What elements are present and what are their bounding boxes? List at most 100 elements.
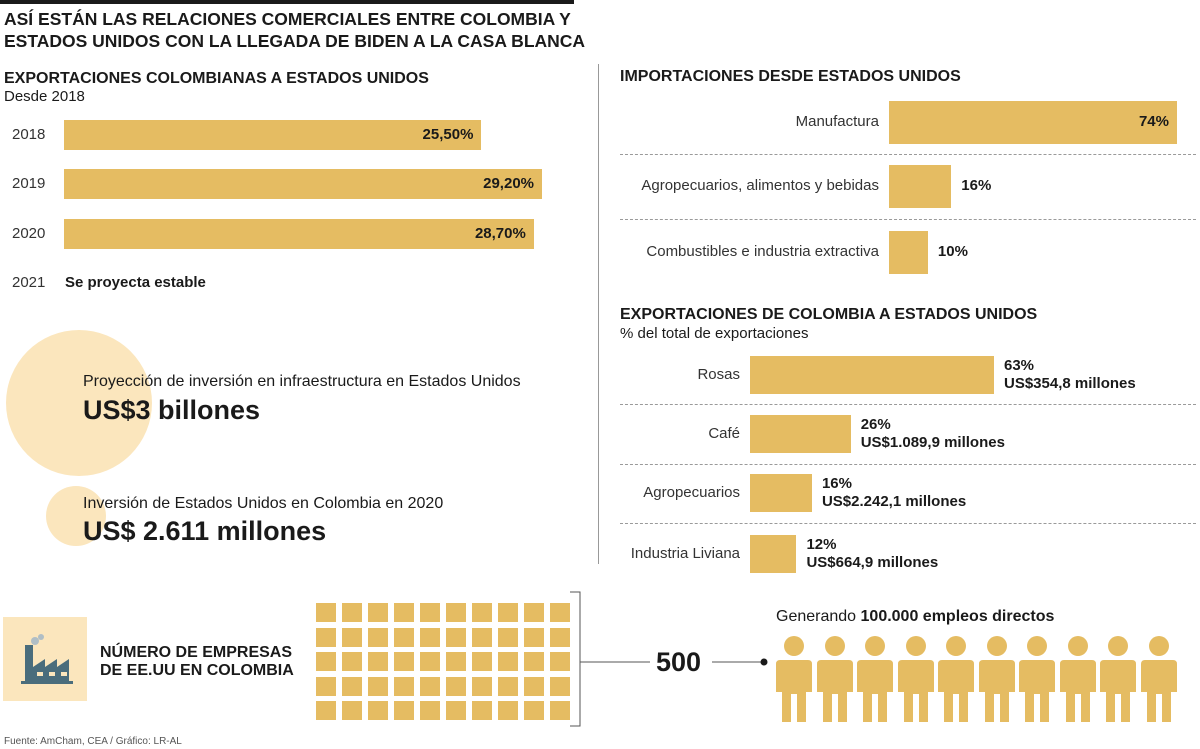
export-category-label: Café [708,425,740,442]
company-square [394,701,414,720]
company-square [472,676,492,696]
top-rule [0,0,574,4]
person-icon [897,636,934,722]
factory-icon [21,634,73,684]
company-square [316,627,336,647]
factory-icon-box [3,617,87,701]
export-category-label: Agropecuarios [643,484,740,501]
person-icon [1059,636,1096,722]
exports-product-title: EXPORTACIONES DE COLOMBIA A ESTADOS UNID… [620,306,1038,323]
export-category-label: Industria Liviana [630,545,740,562]
company-square [498,676,518,696]
export-bar [750,535,797,573]
company-square [550,701,570,720]
company-square [420,701,440,720]
row-divider [620,523,1196,524]
export-percent: 16% [821,475,852,492]
company-square [420,603,440,622]
row-divider [620,464,1196,465]
company-square [524,676,544,696]
person-icon [1019,636,1055,722]
company-square [420,652,440,671]
jobs-prefix: Generando [776,608,861,625]
company-square [316,701,336,720]
company-square [368,701,388,720]
company-square [524,652,544,671]
company-square [550,652,570,671]
person-icon [816,636,853,722]
company-square [446,676,466,696]
import-value: 10% [937,243,968,260]
company-square [446,652,466,671]
row-divider [620,219,1196,220]
export-percent: 63% [1004,357,1035,374]
year-label: 2020 [12,225,46,242]
source-footer: Fuente: AmCham, CEA / Gráfico: LR-AL [4,736,182,747]
year-label: 2021 [12,274,46,291]
companies-label-line2: DE EE.UU EN COLOMBIA [100,662,294,679]
bar-2020 [64,219,534,249]
company-square [342,652,362,671]
person-icon [938,636,974,722]
company-square [420,627,440,647]
company-square [316,652,336,671]
export-amount: US$664,9 millones [806,554,939,571]
company-square [472,627,492,647]
company-square [498,603,518,622]
year-label: 2018 [12,126,46,143]
company-square [498,701,518,720]
company-square [446,627,466,647]
company-square [524,603,544,622]
companies-label-line1: NÚMERO DE EMPRESAS [100,644,293,661]
row-divider [620,154,1196,155]
people-row [772,636,1192,726]
company-square [342,627,362,647]
export-percent: 26% [860,416,891,433]
company-square [550,603,570,622]
export-amount: US$354,8 millones [1004,375,1136,392]
colombia-investment-label: Inversión de Estados Unidos en Colombia … [83,495,444,512]
bar-2018 [64,120,482,150]
person-icon [1100,636,1136,722]
export-category-label: Rosas [697,366,740,383]
company-square [394,652,414,671]
company-square [368,603,388,622]
row-divider [620,404,1196,405]
colombia-investment-circle [46,486,106,546]
company-square [394,603,414,622]
import-value: 16% [961,177,992,194]
bar-value-2020: 28,70% [474,225,526,242]
company-square [342,701,362,720]
company-square [342,676,362,696]
export-percent: 12% [806,536,837,553]
person-icon [978,636,1015,722]
export-bar [750,474,812,512]
company-square [446,701,466,720]
import-category-label: Combustibles e industria extractiva [646,243,879,260]
import-value: 74% [1138,113,1169,130]
infra-investment-value: US$3 billones [83,395,261,425]
projection-note: Se proyecta estable [65,274,206,291]
exports-product-subtitle: % del total de exportaciones [620,325,809,342]
export-amount: US$2.242,1 millones [821,493,967,510]
jobs-value: 100.000 empleos directos [860,608,1055,625]
jobs-label: Generando 100.000 empleos directos [776,608,1054,626]
company-square [524,701,544,720]
export-bar [750,415,851,453]
companies-count: 500 [656,647,702,677]
companies-grid [316,603,576,725]
company-square [472,652,492,671]
export-bar [750,356,994,394]
bar-2019 [64,169,542,199]
bar-value-2018: 25,50% [422,126,474,143]
company-square [498,627,518,647]
person-icon [1140,636,1177,722]
company-square [316,676,336,696]
column-divider [598,64,599,564]
company-square [342,603,362,622]
company-square [368,627,388,647]
company-square [498,652,518,671]
company-square [472,701,492,720]
company-square [316,603,336,622]
company-square [394,676,414,696]
